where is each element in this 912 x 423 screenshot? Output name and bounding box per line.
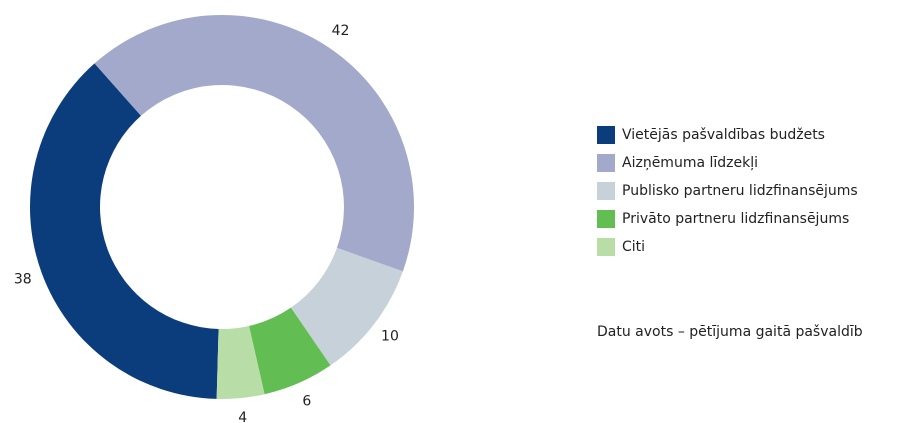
data-label: 42 [332,23,350,39]
data-label: 38 [14,272,32,288]
donut-segment [249,307,331,395]
legend-swatch [597,210,615,228]
legend-swatch [597,238,615,256]
donut-segment [290,247,403,366]
donut-segment [216,325,265,399]
donut-segment [30,63,219,399]
legend-label: Publisko partneru lidzfinansējums [622,183,858,199]
source-note: Datu avots – pētījuma gaitā pašvaldīb [597,324,863,340]
legend-label: Privāto partneru lidzfinansējums [622,211,849,227]
legend-swatch [597,126,615,144]
legend-label: Vietējās pašvaldības budžets [622,127,825,143]
legend-label: Aizņēmuma līdzekļi [622,155,758,171]
data-label: 4 [238,410,247,423]
legend-swatch [597,182,615,200]
data-label: 10 [381,328,399,344]
legend-label: Citi [622,239,645,255]
legend-swatch [597,154,615,172]
donut-segment [94,14,414,272]
data-label: 6 [302,393,311,409]
